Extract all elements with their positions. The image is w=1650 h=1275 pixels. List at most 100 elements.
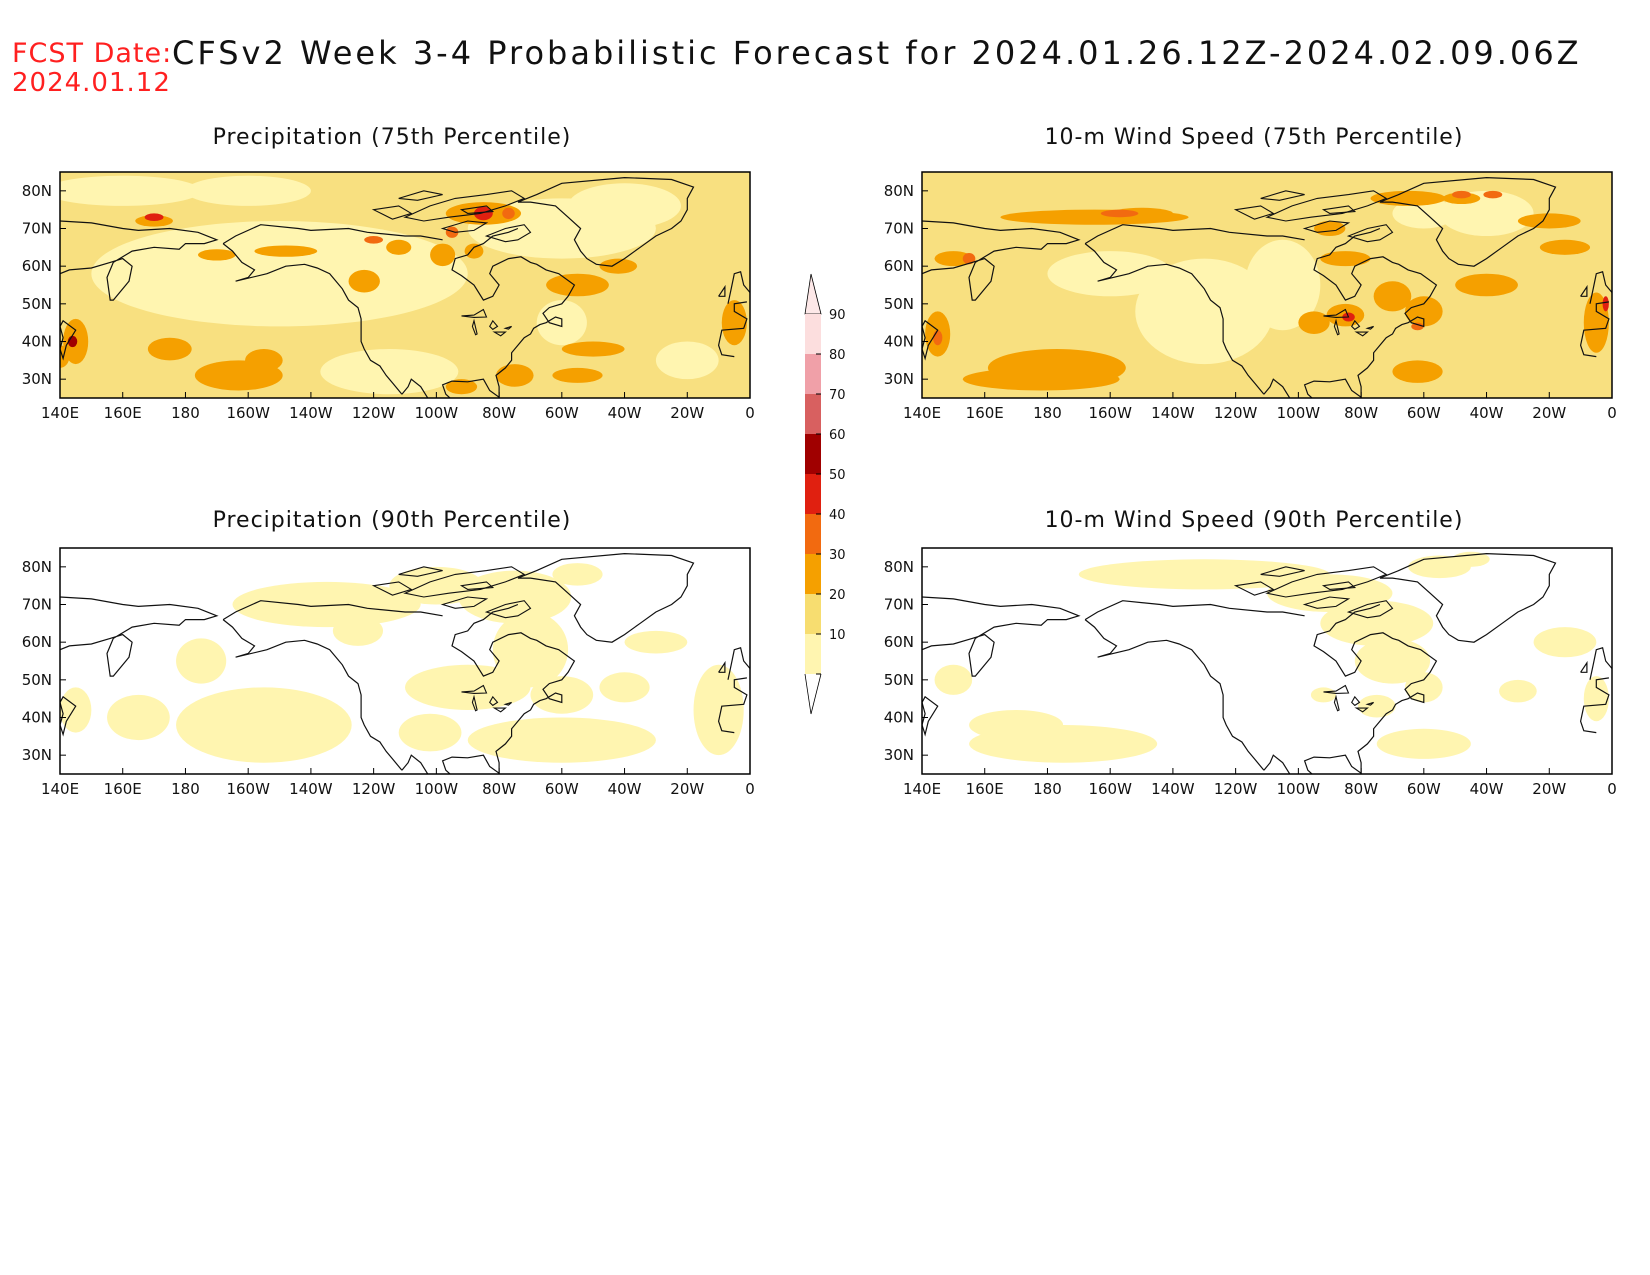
coastline bbox=[1579, 677, 1610, 734]
colorbar-bottom-arrow bbox=[804, 673, 822, 715]
coastlines bbox=[922, 176, 1612, 398]
lon-tick-label: 80W bbox=[482, 404, 516, 422]
shading-contour bbox=[1376, 728, 1471, 759]
shading-contour bbox=[1392, 360, 1443, 383]
shading-contour bbox=[176, 687, 352, 763]
lon-tick-label: 0 bbox=[1607, 780, 1617, 798]
map-wind90: 140E 160E 180 160W 140W 120W 100W 80W 60W 40W 20W 0… bbox=[884, 547, 1617, 798]
lon-tick-label: 160W bbox=[226, 404, 270, 422]
coastline bbox=[222, 243, 403, 395]
coastline bbox=[718, 660, 726, 673]
colorbar-label: 40 bbox=[829, 508, 846, 523]
lon-tick-label: 100W bbox=[415, 780, 459, 798]
lon-tick-label: 20W bbox=[1532, 404, 1566, 422]
lon-tick-label: 160W bbox=[1088, 780, 1132, 798]
lat-tick-label: 50N bbox=[22, 671, 52, 689]
lon-tick-label: 40W bbox=[1470, 780, 1504, 798]
shading-contour bbox=[135, 215, 173, 227]
forecast-date-value: 2024.01.12 bbox=[12, 68, 171, 98]
panel-title-precip75: Precipitation (75th Percentile) bbox=[212, 125, 572, 150]
map-precip90: 140E 160E 180 160W 140W 120W 100W 80W 60W 40W 20W 0… bbox=[22, 547, 755, 798]
shading-contour bbox=[348, 269, 380, 293]
coastline bbox=[1589, 647, 1612, 680]
lon-tick-label: 180 bbox=[1033, 780, 1062, 798]
colorbar-swatch bbox=[805, 594, 821, 634]
lat-tick-label: 50N bbox=[884, 295, 914, 313]
island-outline bbox=[1265, 190, 1388, 222]
lon-tick-label: 140E bbox=[41, 780, 79, 798]
island-outline bbox=[461, 684, 488, 694]
island-outline bbox=[403, 566, 526, 598]
shading-contour bbox=[495, 364, 534, 387]
lon-tick-label: 20W bbox=[1532, 780, 1566, 798]
lon-tick-label: 0 bbox=[745, 780, 755, 798]
coastline bbox=[517, 552, 695, 643]
shading-contour bbox=[60, 345, 70, 368]
lat-tick-label: 60N bbox=[22, 633, 52, 651]
coastline bbox=[60, 695, 77, 737]
coastline bbox=[717, 677, 748, 734]
shading-contour bbox=[655, 341, 719, 380]
lat-tick-label: 40N bbox=[22, 709, 52, 727]
shading-contour bbox=[561, 341, 625, 357]
shading-contour bbox=[934, 664, 973, 695]
shading-contour bbox=[1135, 258, 1274, 365]
lat-tick-label: 40N bbox=[884, 333, 914, 351]
shading-contour bbox=[405, 664, 531, 710]
lat-tick-label: 70N bbox=[884, 220, 914, 238]
shading-contour bbox=[386, 239, 412, 255]
lon-tick-label: 160E bbox=[104, 780, 142, 798]
shading-contour bbox=[474, 206, 493, 221]
island-outline bbox=[1346, 600, 1394, 619]
island-outline bbox=[1351, 319, 1361, 331]
shading-contour bbox=[464, 243, 484, 259]
lat-tick-label: 30N bbox=[884, 746, 914, 764]
island-outline bbox=[461, 308, 488, 318]
coastline bbox=[1379, 552, 1557, 643]
map-frame bbox=[59, 547, 751, 775]
island-outline bbox=[1354, 707, 1369, 713]
coastline bbox=[922, 695, 939, 737]
shading-contour bbox=[1583, 292, 1609, 353]
shading-contour bbox=[1298, 311, 1330, 334]
island-outline bbox=[1333, 318, 1340, 336]
lon-tick-label: 140E bbox=[903, 780, 941, 798]
map-panel-precip90: 140E 160E 180 160W 140W 120W 100W 80W 60W 40W 20W 0… bbox=[0, 536, 780, 816]
lon-tick-label: 100W bbox=[1277, 404, 1321, 422]
lat-tick-label: 40N bbox=[22, 333, 52, 351]
coastline bbox=[60, 220, 219, 301]
lon-tick-label: 0 bbox=[1607, 404, 1617, 422]
lat-tick-label: 80N bbox=[884, 182, 914, 200]
colorbar: 90 80 70 60 50 40 30 20 10 bbox=[800, 272, 860, 715]
shading-contour bbox=[398, 713, 462, 752]
lon-tick-label: 0 bbox=[745, 404, 755, 422]
island-outline bbox=[1333, 694, 1340, 712]
colorbar-top-arrow bbox=[804, 273, 822, 315]
shading-contour bbox=[467, 717, 656, 763]
coastline bbox=[1084, 600, 1305, 621]
shading-contour bbox=[1455, 273, 1518, 297]
colorbar-label: 10 bbox=[829, 628, 846, 643]
lon-tick-label: 100W bbox=[415, 404, 459, 422]
shading-contour bbox=[962, 252, 976, 265]
shading-contour bbox=[1100, 209, 1139, 218]
lat-tick-label: 70N bbox=[22, 220, 52, 238]
island-outline bbox=[489, 319, 499, 331]
lon-tick-label: 160W bbox=[1088, 404, 1132, 422]
lon-tick-label: 160E bbox=[104, 404, 142, 422]
shading-contour bbox=[546, 273, 609, 297]
lat-tick-label: 50N bbox=[22, 295, 52, 313]
colorbar-swatch bbox=[805, 314, 821, 354]
colorbar-label: 80 bbox=[829, 348, 846, 363]
island-outline bbox=[371, 581, 413, 596]
coastline bbox=[922, 319, 939, 361]
colorbar-label: 30 bbox=[829, 548, 846, 563]
coastline bbox=[727, 647, 750, 680]
map-panel-wind90: 140E 160E 180 160W 140W 120W 100W 80W 60W 40W 20W 0… bbox=[862, 536, 1642, 816]
shading-contour bbox=[552, 563, 603, 586]
coastline bbox=[1263, 603, 1438, 774]
shading-contour bbox=[1539, 239, 1591, 255]
shading-contour bbox=[1533, 627, 1597, 658]
shading-contour bbox=[364, 236, 384, 244]
lon-tick-label: 60W bbox=[1407, 780, 1441, 798]
